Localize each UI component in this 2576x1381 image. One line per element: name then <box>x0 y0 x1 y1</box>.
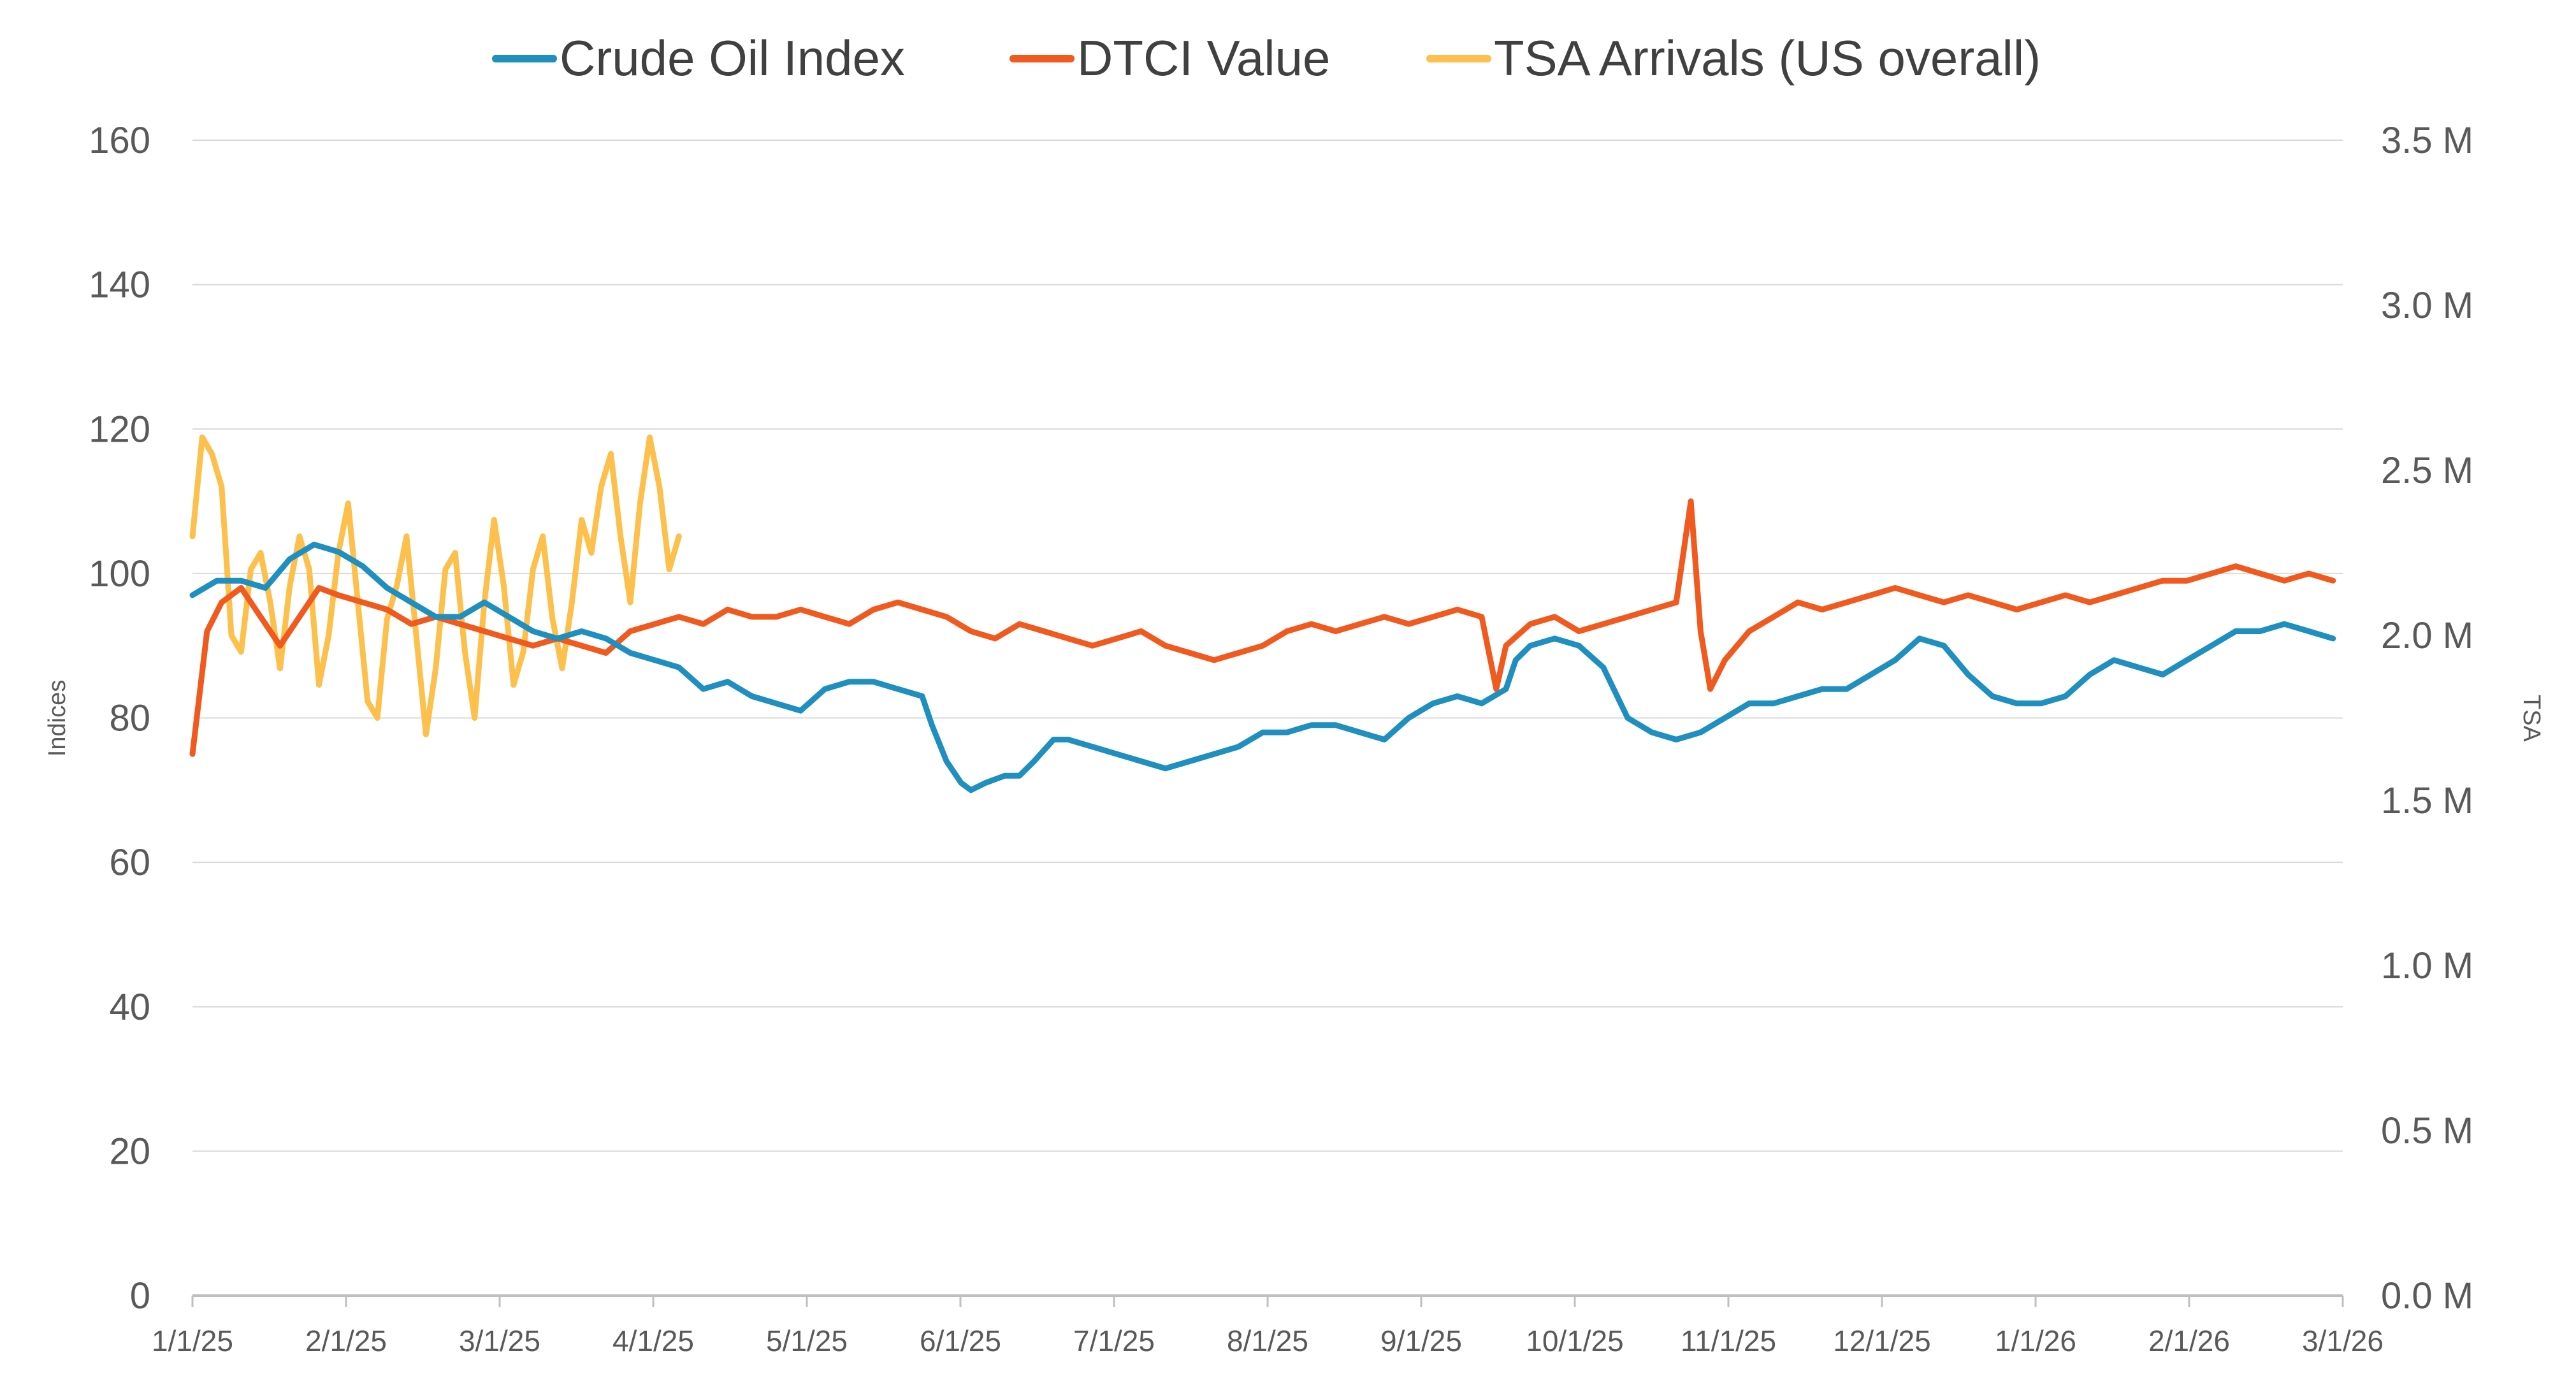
chart-legend: Crude Oil Index DTCI Value TSA Arrivals … <box>492 30 2041 86</box>
x-tick-label: 5/1/25 <box>766 1324 848 1357</box>
series-line-crude-oil-index <box>189 542 2336 793</box>
y-right-tick-label: 0.0 M <box>2381 1275 2473 1317</box>
y-left-tick-label: 160 <box>89 120 150 161</box>
y-axis-left-title: Indices <box>44 680 71 756</box>
y-left-tick-label: 0 <box>130 1275 150 1317</box>
y-left-tick-label: 100 <box>89 553 150 595</box>
y-left-tick-label: 140 <box>89 264 150 306</box>
x-tick-label: 9/1/25 <box>1380 1324 1462 1357</box>
x-tick-label: 10/1/25 <box>1526 1324 1623 1357</box>
y-right-tick-label: 2.5 M <box>2381 450 2473 491</box>
x-tick-label: 11/1/25 <box>1681 1324 1776 1357</box>
legend-label-tsa-arrivals: TSA Arrivals (US overall) <box>1494 30 2041 86</box>
y-axis-right-title: TSA <box>2518 695 2545 742</box>
series-line-dtci-value <box>189 498 2336 757</box>
y-right-tick-label: 3.0 M <box>2381 285 2473 326</box>
legend-label-dtci-value: DTCI Value <box>1077 30 1330 86</box>
x-tick-label: 7/1/25 <box>1073 1324 1155 1357</box>
y-right-tick-label: 1.0 M <box>2381 945 2473 987</box>
x-axis: 1/1/25 2/1/25 3/1/25 4/1/25 5/1/25 6/1/25 7/1/… <box>152 1296 2384 1357</box>
series-line-tsa-arrivals-us-overall <box>189 434 682 737</box>
x-tick-label: 2/1/25 <box>305 1324 387 1357</box>
y-left-tick-label: 120 <box>89 409 150 450</box>
series-layer <box>189 434 2336 793</box>
y-right-tick-label: 0.5 M <box>2381 1110 2473 1152</box>
y-axis-left-ticks: 0 20 40 60 80 100 120 140 160 <box>89 120 150 1317</box>
x-tick-label: 1/1/26 <box>1995 1324 2076 1357</box>
legend-label-crude-oil-index: Crude Oil Index <box>560 30 905 86</box>
y-left-tick-label: 60 <box>109 842 150 883</box>
x-tick-label: 3/1/25 <box>459 1324 540 1357</box>
x-tick-label: 2/1/26 <box>2148 1324 2230 1357</box>
y-axis-right-ticks: 0.0 M 0.5 M 1.0 M 1.5 M 2.0 M 2.5 M 3.0 M 3.5 M <box>2381 120 2473 1317</box>
x-tick-label: 12/1/25 <box>1833 1324 1930 1357</box>
x-tick-label: 6/1/25 <box>920 1324 1001 1357</box>
x-tick-label: 4/1/25 <box>612 1324 694 1357</box>
y-right-tick-label: 1.5 M <box>2381 780 2473 821</box>
y-left-tick-label: 40 <box>109 987 150 1028</box>
gridlines <box>192 140 2343 1297</box>
y-right-tick-label: 2.0 M <box>2381 615 2473 656</box>
y-left-tick-label: 80 <box>109 698 150 739</box>
x-tick-label: 3/1/26 <box>2302 1324 2384 1357</box>
y-right-tick-label: 3.5 M <box>2381 120 2473 161</box>
x-tick-label: 1/1/25 <box>152 1324 233 1357</box>
x-tick-label: 8/1/25 <box>1227 1324 1308 1357</box>
y-left-tick-label: 20 <box>109 1131 150 1172</box>
